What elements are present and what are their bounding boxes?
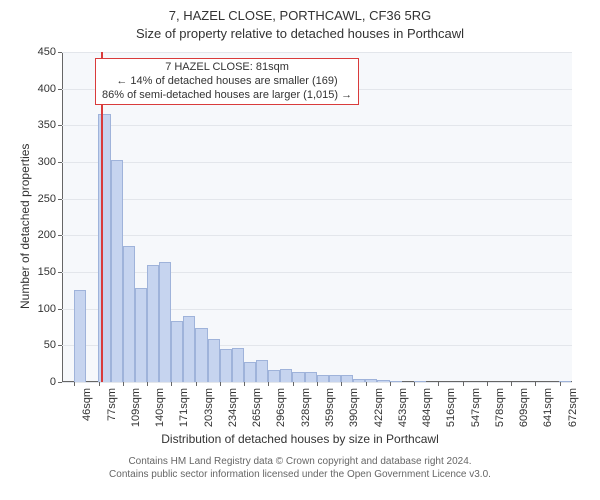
x-tick-mark <box>74 382 75 386</box>
grid-line <box>62 272 572 273</box>
histogram-bar <box>305 372 317 382</box>
x-axis-label: Distribution of detached houses by size … <box>0 432 600 446</box>
x-tick-label: 453sqm <box>395 388 409 427</box>
histogram-bar <box>256 360 268 382</box>
x-tick-mark <box>560 382 561 386</box>
x-tick-mark <box>244 382 245 386</box>
x-tick-label: 609sqm <box>516 388 530 427</box>
x-tick-mark <box>99 382 100 386</box>
footer-line2: Contains public sector information licen… <box>0 469 600 482</box>
x-tick-label: 46sqm <box>79 388 93 421</box>
x-tick-label: 641sqm <box>540 388 554 427</box>
grid-line <box>62 199 572 200</box>
x-tick-mark <box>487 382 488 386</box>
y-tick-label: 250 <box>38 193 62 205</box>
annotation-line3: 86% of semi-detached houses are larger (… <box>102 89 352 103</box>
y-tick-label: 50 <box>44 339 62 351</box>
x-tick-label: 296sqm <box>273 388 287 427</box>
histogram-bar <box>353 379 365 382</box>
histogram-bar <box>147 265 159 382</box>
x-tick-mark <box>123 382 124 386</box>
chart-container: { "title": { "line1": "7, HAZEL CLOSE, P… <box>0 0 600 500</box>
y-tick-label: 0 <box>50 376 62 388</box>
x-tick-label: 140sqm <box>152 388 166 427</box>
histogram-bar <box>341 375 353 382</box>
y-axis-label: Number of detached properties <box>18 144 32 309</box>
histogram-bar <box>220 349 232 382</box>
x-tick-label: 171sqm <box>176 388 190 427</box>
x-tick-label: 234sqm <box>225 388 239 427</box>
x-tick-mark <box>511 382 512 386</box>
histogram-bar <box>377 380 389 382</box>
x-tick-mark <box>438 382 439 386</box>
x-tick-mark <box>196 382 197 386</box>
grid-line <box>62 162 572 163</box>
y-tick-label: 350 <box>38 119 62 131</box>
chart-title-line1: 7, HAZEL CLOSE, PORTHCAWL, CF36 5RG <box>0 8 600 23</box>
histogram-bar <box>171 321 183 382</box>
x-tick-mark <box>220 382 221 386</box>
x-tick-mark <box>293 382 294 386</box>
x-tick-mark <box>390 382 391 386</box>
x-tick-mark <box>171 382 172 386</box>
histogram-bar <box>123 246 135 382</box>
annotation-box: 7 HAZEL CLOSE: 81sqm ← 14% of detached h… <box>95 58 359 105</box>
grid-line <box>62 235 572 236</box>
histogram-bar <box>159 262 171 382</box>
y-tick-label: 100 <box>38 303 62 315</box>
histogram-bar <box>208 339 220 382</box>
x-tick-label: 77sqm <box>104 388 118 421</box>
histogram-bar <box>292 372 304 382</box>
annotation-line1: 7 HAZEL CLOSE: 81sqm <box>102 61 352 75</box>
histogram-bar <box>390 381 402 382</box>
annotation-line2: ← 14% of detached houses are smaller (16… <box>102 75 352 89</box>
histogram-bar <box>268 370 280 382</box>
histogram-bar <box>317 375 329 382</box>
x-tick-mark <box>414 382 415 386</box>
x-tick-label: 547sqm <box>468 388 482 427</box>
footer-line1: Contains HM Land Registry data © Crown c… <box>0 456 600 469</box>
x-tick-mark <box>268 382 269 386</box>
histogram-bar <box>414 381 426 382</box>
y-axis-line <box>62 52 63 382</box>
grid-line <box>62 52 572 53</box>
chart-title-line2: Size of property relative to detached ho… <box>0 26 600 41</box>
x-tick-mark <box>535 382 536 386</box>
histogram-bar <box>329 375 341 382</box>
x-tick-mark <box>317 382 318 386</box>
histogram-bar <box>135 288 147 382</box>
histogram-bar <box>111 160 123 382</box>
y-tick-label: 200 <box>38 229 62 241</box>
x-tick-mark <box>366 382 367 386</box>
y-tick-label: 450 <box>38 46 62 58</box>
x-tick-label: 265sqm <box>249 388 263 427</box>
histogram-bar <box>74 290 86 382</box>
histogram-bar <box>183 316 195 382</box>
y-tick-label: 150 <box>38 266 62 278</box>
x-tick-label: 359sqm <box>322 388 336 427</box>
histogram-bar <box>365 379 377 382</box>
x-tick-mark <box>341 382 342 386</box>
x-tick-label: 672sqm <box>565 388 579 427</box>
x-tick-label: 203sqm <box>201 388 215 427</box>
x-tick-label: 390sqm <box>346 388 360 427</box>
footer-text: Contains HM Land Registry data © Crown c… <box>0 456 600 481</box>
histogram-bar <box>195 328 207 382</box>
x-tick-mark <box>147 382 148 386</box>
histogram-bar <box>559 381 571 382</box>
y-tick-label: 300 <box>38 156 62 168</box>
x-tick-label: 578sqm <box>492 388 506 427</box>
x-tick-label: 109sqm <box>128 388 142 427</box>
x-tick-label: 328sqm <box>298 388 312 427</box>
histogram-bar <box>232 348 244 382</box>
y-tick-label: 400 <box>38 83 62 95</box>
x-tick-label: 484sqm <box>419 388 433 427</box>
histogram-bar <box>244 362 256 382</box>
x-tick-mark <box>463 382 464 386</box>
x-tick-label: 422sqm <box>371 388 385 427</box>
grid-line <box>62 125 572 126</box>
histogram-bar <box>280 369 292 382</box>
x-tick-label: 516sqm <box>443 388 457 427</box>
